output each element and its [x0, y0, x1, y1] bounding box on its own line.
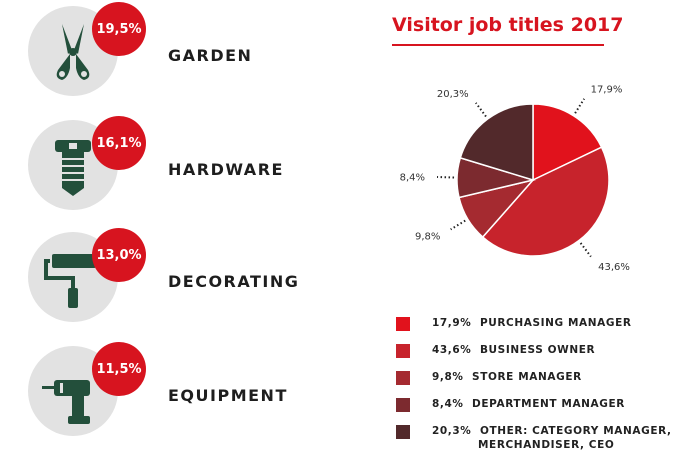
- decorating-label: DECORATING: [168, 272, 300, 291]
- legend-item: 9,8% STORE MANAGER: [392, 366, 692, 393]
- pie-slice: [532, 103, 603, 182]
- legend-label-line2: MERCHANDISER, CEO: [478, 439, 615, 451]
- pie-chart: 17,9% 43,6% 9,8% 8,4% 20,3%: [400, 85, 630, 274]
- category-hardware: 16,1% HARDWARE: [20, 114, 320, 214]
- legend-swatch: [396, 371, 410, 385]
- legend-label: DEPARTMENT MANAGER: [472, 398, 625, 410]
- garden-value-badge: 19,5%: [92, 2, 146, 56]
- pie-leader-line: [574, 98, 586, 114]
- pruning-shears-icon: [56, 24, 90, 80]
- legend-swatch: [396, 425, 410, 439]
- legend-label: STORE MANAGER: [472, 371, 582, 383]
- legend-pct: 20,3%: [432, 425, 472, 437]
- hardware-label: HARDWARE: [168, 160, 284, 179]
- pie-leader-line: [579, 242, 592, 258]
- decorating-value-badge: 13,0%: [92, 228, 146, 282]
- legend-swatch: [396, 344, 410, 358]
- pie-leader-line: [450, 219, 466, 231]
- pie-leader-line: [475, 102, 487, 118]
- pie-leader-line: [437, 175, 455, 179]
- bolt-screw-icon: [55, 140, 91, 196]
- pie-slice: [481, 146, 610, 257]
- pie-data-label: 9,8%: [415, 232, 440, 243]
- legend-item: 17,9% PURCHASING MANAGER: [392, 312, 692, 339]
- legend-swatch: [396, 317, 410, 331]
- garden-label: GARDEN: [168, 46, 253, 65]
- hardware-value-badge: 16,1%: [92, 116, 146, 170]
- legend-pct: 43,6%: [432, 344, 472, 356]
- power-drill-icon: [42, 380, 90, 424]
- equipment-value-badge: 11,5%: [92, 342, 146, 396]
- category-equipment: 11,5% EQUIPMENT: [20, 340, 320, 440]
- legend-label: OTHER: CATEGORY MANAGER,: [479, 425, 672, 437]
- legend-label: BUSINESS OWNER: [479, 344, 596, 356]
- legend-pct: 8,4%: [432, 398, 464, 410]
- legend-pct: 17,9%: [432, 317, 472, 329]
- legend-swatch: [396, 398, 410, 412]
- chart-title: Visitor job titles 2017: [392, 14, 624, 36]
- legend-item: 20,3% OTHER: CATEGORY MANAGER, MERCHANDI…: [392, 420, 692, 460]
- legend-label: PURCHASING MANAGER: [479, 317, 632, 329]
- pie-data-label: 17,9%: [591, 85, 623, 96]
- chart-legend: 17,9% PURCHASING MANAGER 43,6% BUSINESS …: [392, 312, 692, 460]
- paint-roller-icon: [44, 254, 96, 308]
- pie-data-label: 20,3%: [437, 89, 469, 100]
- category-garden: 19,5% GARDEN: [20, 0, 320, 100]
- category-decorating: 13,0% DECORATING: [20, 226, 320, 326]
- legend-item: 8,4% DEPARTMENT MANAGER: [392, 393, 692, 420]
- legend-item: 43,6% BUSINESS OWNER: [392, 339, 692, 366]
- pie-data-label: 8,4%: [400, 173, 425, 184]
- equipment-label: EQUIPMENT: [168, 386, 288, 405]
- pie-slice: [459, 103, 534, 182]
- title-underline: [392, 44, 604, 46]
- pie-data-label: 43,6%: [598, 262, 630, 273]
- legend-pct: 9,8%: [432, 371, 464, 383]
